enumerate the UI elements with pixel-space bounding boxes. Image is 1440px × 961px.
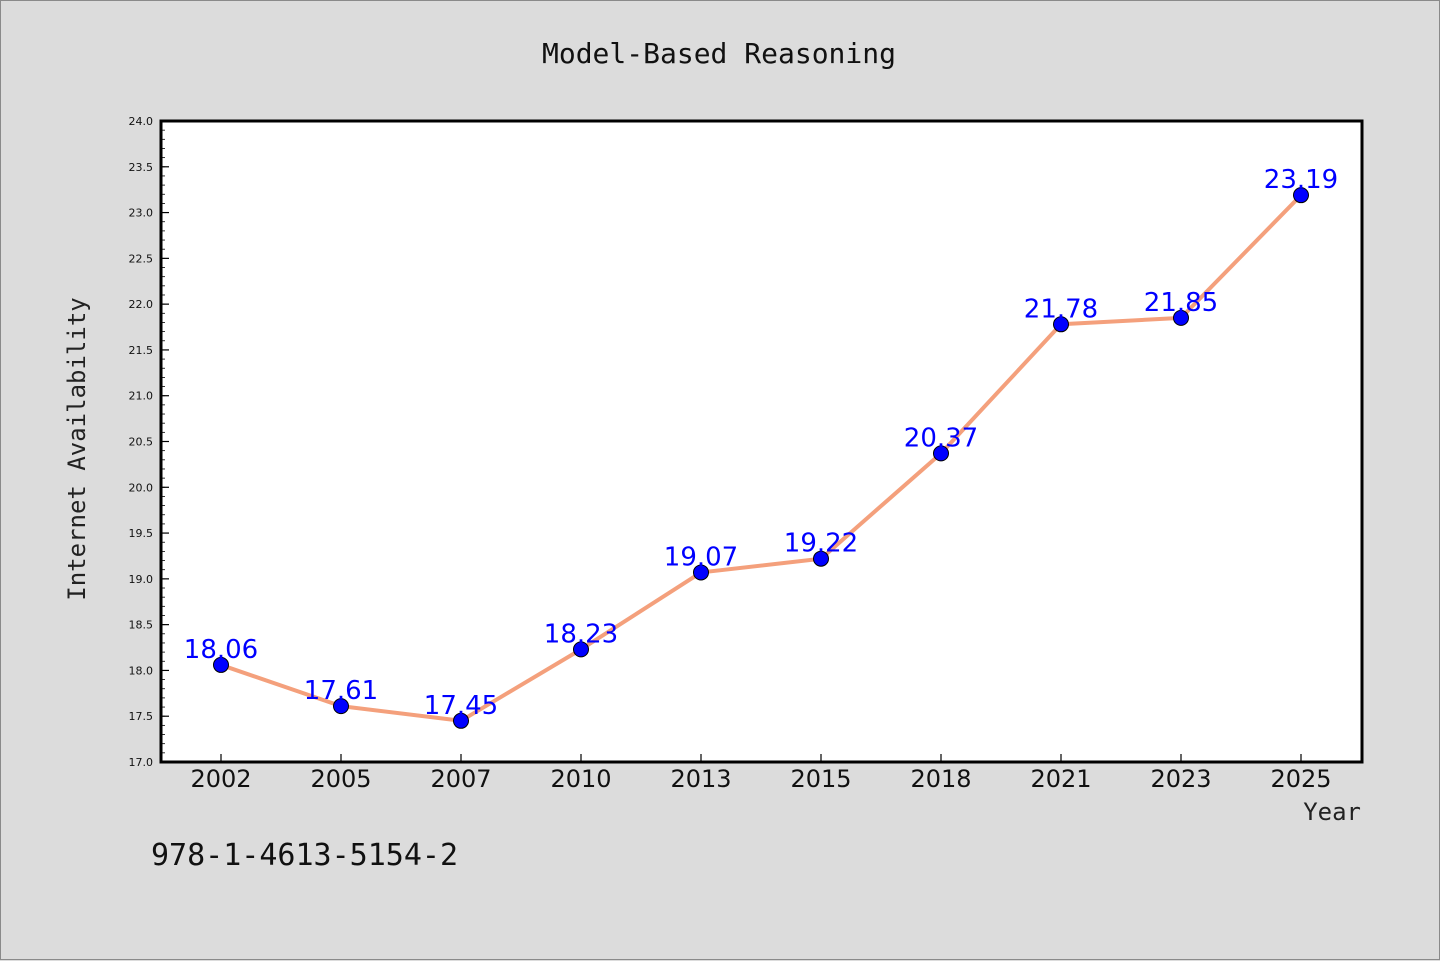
x-tick-label: 2005: [310, 765, 371, 793]
data-label: 17.45: [424, 691, 498, 721]
x-tick-label: 2018: [910, 765, 971, 793]
data-label: 19.07: [664, 542, 738, 572]
data-label: 23.19: [1264, 165, 1338, 195]
plot-area: [159, 119, 1364, 764]
data-label: 18.06: [184, 635, 258, 665]
y-tick-label: 19.5: [129, 527, 154, 540]
x-tick-label: 2002: [190, 765, 251, 793]
x-tick-label: 2010: [550, 765, 611, 793]
data-point: [933, 445, 949, 462]
y-tick-label: 22.0: [129, 298, 154, 311]
x-tick-label: 2015: [790, 765, 851, 793]
data-label: 21.85: [1144, 288, 1218, 318]
data-points: [213, 187, 1309, 729]
data-point: [453, 712, 469, 729]
y-axis-label: Internet Availability: [63, 297, 91, 600]
data-label: 20.37: [904, 423, 978, 453]
y-tick-label: 18.0: [129, 664, 154, 677]
data-point: [333, 698, 349, 715]
y-tick-label: 23.5: [129, 161, 154, 174]
data-labels: 18.06 17.61 17.45 18.23 19.07 19.22 20.37 21.78…: [184, 165, 1338, 721]
y-tick-label: 19.0: [129, 573, 154, 586]
x-axis: 2002 2005 2007 2010 2013 2015 2018 2021 2023 2025: [190, 754, 1332, 793]
isbn-annotation: 978-1-4613-5154-2: [151, 838, 458, 873]
y-tick-label: 21.0: [129, 390, 154, 403]
y-tick-label: 17.5: [129, 710, 154, 723]
data-point: [213, 656, 229, 673]
data-point: [1293, 187, 1309, 204]
series-line: [220, 193, 1303, 723]
y-axis: 17.0 17.5 18.0 18.5 19.0 19.5 20.0 20.5 21.0 21.5…: [129, 115, 169, 769]
y-tick-label: 21.5: [129, 344, 154, 357]
y-tick-label: 17.0: [129, 756, 154, 769]
data-point: [813, 550, 829, 567]
y-tick-label: 22.5: [129, 252, 154, 265]
y-tick-label: 20.5: [129, 436, 154, 449]
data-point: [1173, 309, 1189, 326]
y-tick-label: 24.0: [129, 115, 154, 128]
y-tick-label: 23.0: [129, 207, 154, 220]
x-axis-label: Year: [1303, 798, 1361, 826]
data-point: [573, 641, 589, 658]
data-label: 17.61: [304, 676, 378, 706]
x-tick-label: 2007: [430, 765, 491, 793]
y-tick-label: 20.0: [129, 481, 154, 494]
x-tick-label: 2023: [1150, 765, 1211, 793]
data-point: [693, 564, 709, 581]
x-tick-label: 2013: [670, 765, 731, 793]
data-label: 19.22: [784, 529, 858, 559]
x-tick-label: 2025: [1270, 765, 1331, 793]
chart-title: Model-Based Reasoning: [542, 37, 896, 70]
data-point: [1053, 316, 1069, 333]
data-label: 21.78: [1024, 294, 1098, 324]
y-tick-label: 18.5: [129, 619, 154, 632]
data-label: 18.23: [544, 619, 618, 649]
x-tick-label: 2021: [1030, 765, 1091, 793]
